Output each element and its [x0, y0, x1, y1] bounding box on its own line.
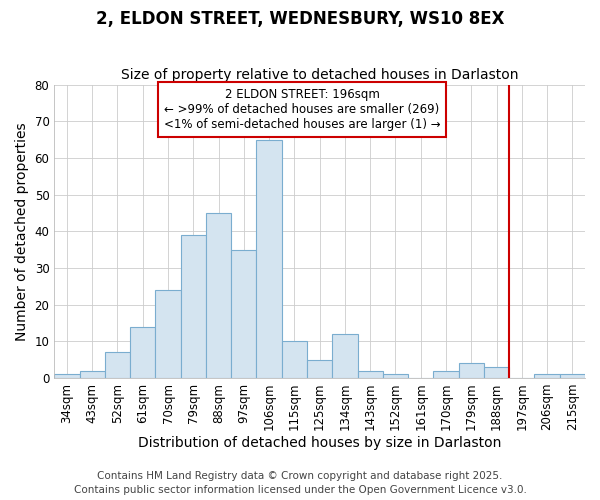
Bar	[433, 370, 458, 378]
Bar	[332, 334, 358, 378]
Bar	[282, 342, 307, 378]
Bar	[256, 140, 282, 378]
Bar	[206, 213, 231, 378]
Bar	[458, 364, 484, 378]
Bar	[383, 374, 408, 378]
Bar	[105, 352, 130, 378]
X-axis label: Distribution of detached houses by size in Darlaston: Distribution of detached houses by size …	[138, 436, 502, 450]
Bar	[307, 360, 332, 378]
Bar	[130, 326, 155, 378]
Bar	[54, 374, 80, 378]
Y-axis label: Number of detached properties: Number of detached properties	[15, 122, 29, 340]
Title: Size of property relative to detached houses in Darlaston: Size of property relative to detached ho…	[121, 68, 518, 82]
Bar	[181, 235, 206, 378]
Text: Contains HM Land Registry data © Crown copyright and database right 2025.
Contai: Contains HM Land Registry data © Crown c…	[74, 471, 526, 495]
Bar	[80, 370, 105, 378]
Bar	[155, 290, 181, 378]
Bar	[484, 367, 509, 378]
Bar	[358, 370, 383, 378]
Text: 2 ELDON STREET: 196sqm
← >99% of detached houses are smaller (269)
<1% of semi-d: 2 ELDON STREET: 196sqm ← >99% of detache…	[164, 88, 440, 131]
Text: 2, ELDON STREET, WEDNESBURY, WS10 8EX: 2, ELDON STREET, WEDNESBURY, WS10 8EX	[96, 10, 504, 28]
Bar	[560, 374, 585, 378]
Bar	[535, 374, 560, 378]
Bar	[231, 250, 256, 378]
